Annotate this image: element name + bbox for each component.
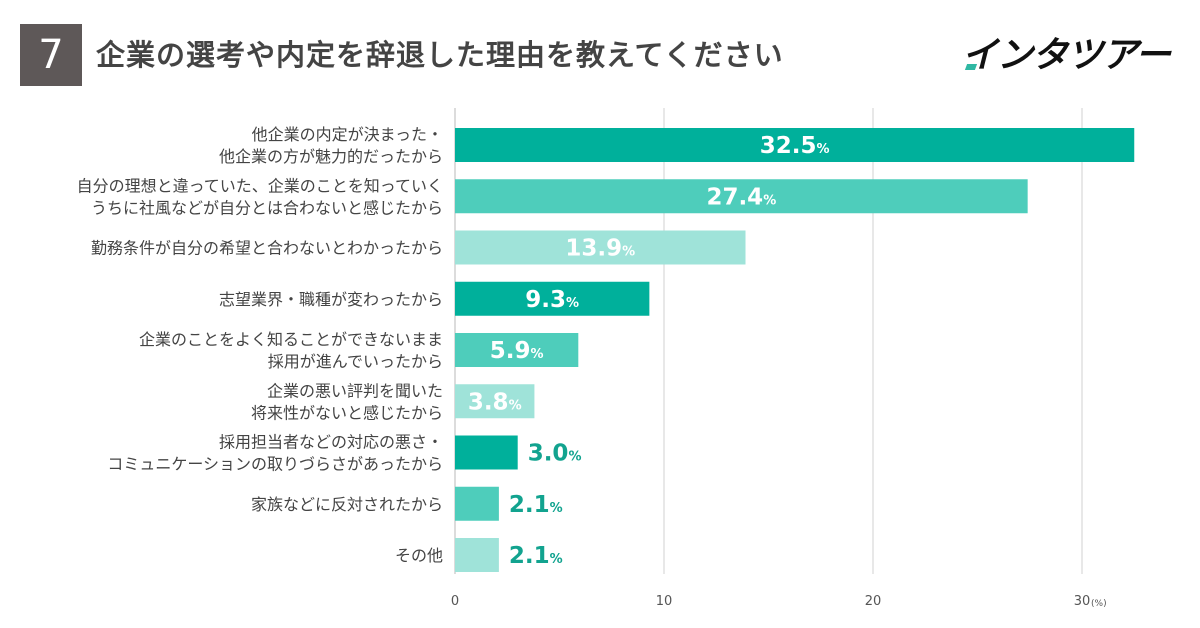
chart-title: 企業の選考や内定を辞退した理由を教えてください xyxy=(96,38,784,72)
data-label-unit: % xyxy=(763,193,776,208)
category-label: 採用が進んでいったから xyxy=(268,352,443,371)
x-unit-label: (%) xyxy=(1091,599,1107,609)
data-label: 2.1% xyxy=(509,543,563,569)
brand-logo-text: インタツアー xyxy=(962,35,1171,76)
category-label: 自分の理想と違っていた、企業のことを知っていく xyxy=(77,176,443,195)
data-label-unit: % xyxy=(568,450,581,465)
data-label-unit: % xyxy=(550,501,563,516)
data-label-unit: % xyxy=(550,552,563,567)
category-label: 家族などに反対されたから xyxy=(251,495,443,514)
data-label-unit: % xyxy=(509,398,522,413)
bar xyxy=(455,128,1135,162)
category-label: 他企業の方が魅力的だったから xyxy=(219,147,443,166)
bar xyxy=(455,435,518,470)
x-tick-label: 10 xyxy=(656,594,673,609)
data-label: 2.1% xyxy=(509,492,563,518)
bar xyxy=(455,538,499,572)
question-number: 7 xyxy=(38,32,64,78)
x-tick-label: 0 xyxy=(451,594,459,609)
data-label-unit: % xyxy=(816,142,829,157)
data-label-unit: % xyxy=(566,296,579,311)
bar xyxy=(455,333,579,367)
category-label: その他 xyxy=(395,546,443,565)
category-label: 企業の悪い評判を聞いた xyxy=(267,381,443,400)
bar xyxy=(455,384,535,419)
category-label: 採用担当者などの対応の悪さ・ xyxy=(219,433,443,452)
brand-logo: インタツアー xyxy=(958,24,1173,76)
question-number-badge: 7 xyxy=(20,24,82,86)
x-tick-label: 30 xyxy=(1074,594,1091,609)
data-label-unit: % xyxy=(622,245,635,260)
category-label: 将来性がないと感じたから xyxy=(251,403,443,422)
category-label: 勤務条件が自分の希望と合わないとわかったから xyxy=(91,239,443,258)
data-label: 9.3% xyxy=(525,287,579,313)
category-label: 志望業界・職種が変わったから xyxy=(219,290,443,309)
category-label: コミュニケーションの取りづらさがあったから xyxy=(107,455,443,474)
bar xyxy=(455,281,650,316)
category-label: うちに社風などが自分とは合わないと感じたから xyxy=(91,198,443,217)
bar xyxy=(455,230,746,265)
category-label: 企業のことをよく知ることができないまま xyxy=(139,330,443,349)
bar xyxy=(455,486,499,521)
data-label-unit: % xyxy=(531,347,544,362)
category-label: 他企業の内定が決まった・ xyxy=(252,125,443,144)
x-tick-label: 20 xyxy=(865,594,882,609)
data-label: 3.0% xyxy=(528,441,582,467)
bar xyxy=(455,179,1028,214)
